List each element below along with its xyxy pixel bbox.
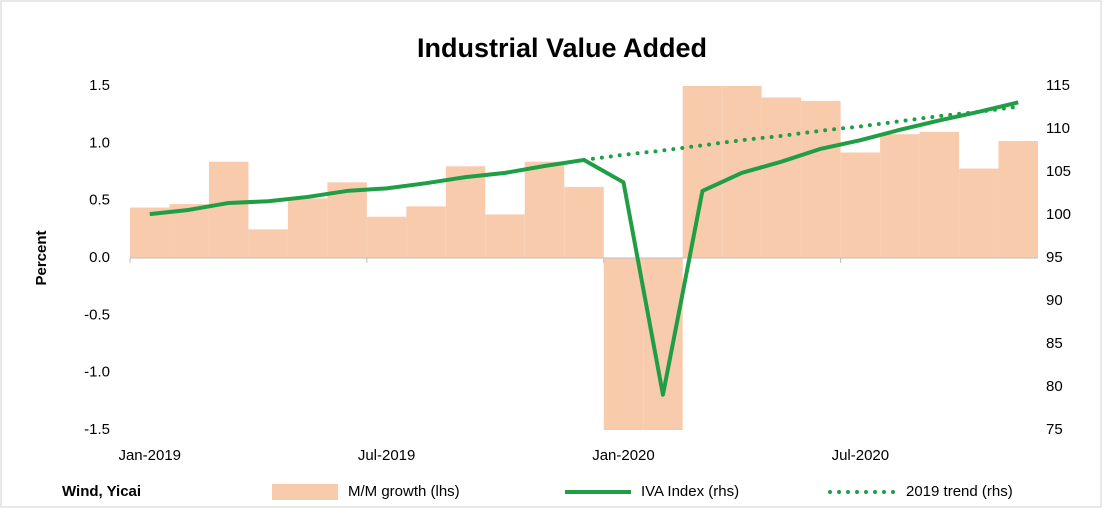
legend-label: IVA Index (rhs) (641, 483, 739, 500)
bar (445, 166, 486, 258)
x-tick-label: Jan-2020 (592, 447, 655, 464)
bar (406, 206, 446, 258)
y-tick-label: 1.5 (89, 77, 110, 94)
bar (366, 216, 407, 258)
y2-tick-label: 75 (1046, 421, 1063, 438)
bar (603, 258, 644, 430)
y2-tick-label: 85 (1046, 335, 1063, 352)
y2-tick-label: 95 (1046, 249, 1063, 266)
bar (682, 86, 723, 258)
y2-tick-label: 105 (1046, 163, 1071, 180)
bar (959, 168, 999, 258)
bar (880, 134, 920, 258)
y-tick-label: 0.0 (89, 249, 110, 266)
source-note: Wind, Yicai (62, 483, 141, 500)
y-axis-label: Percent (33, 230, 50, 285)
chart-title: Industrial Value Added (417, 33, 707, 63)
bar (287, 198, 328, 258)
x-tick-label: Jul-2019 (358, 447, 416, 464)
bar (248, 229, 288, 258)
bar (998, 141, 1038, 258)
y2-tick-label: 115 (1046, 77, 1070, 94)
bar (130, 207, 170, 258)
y2-tick-label: 100 (1046, 206, 1071, 223)
y-tick-label: -1.0 (84, 364, 110, 381)
legend-label: 2019 trend (rhs) (906, 483, 1013, 500)
bar (485, 214, 525, 258)
y-tick-label: -1.5 (84, 421, 110, 438)
legend-swatch (272, 484, 338, 500)
y-tick-label: 0.5 (89, 192, 110, 209)
x-tick-label: Jan-2019 (118, 447, 181, 464)
legend-label: M/M growth (lhs) (348, 483, 460, 500)
y-tick-label: 1.0 (89, 134, 110, 151)
y2-tick-label: 90 (1046, 292, 1063, 309)
y2-tick-label: 110 (1046, 120, 1070, 137)
bar (801, 100, 841, 258)
bar (564, 186, 604, 258)
y-tick-label: -0.5 (84, 306, 110, 323)
bar (643, 258, 683, 430)
bar (524, 161, 565, 258)
bar (840, 152, 881, 258)
bar (919, 131, 960, 258)
bar (761, 97, 802, 258)
x-tick-label: Jul-2020 (832, 447, 890, 464)
bar (208, 161, 249, 258)
line-series (582, 104, 1021, 162)
y2-tick-label: 80 (1046, 378, 1063, 395)
